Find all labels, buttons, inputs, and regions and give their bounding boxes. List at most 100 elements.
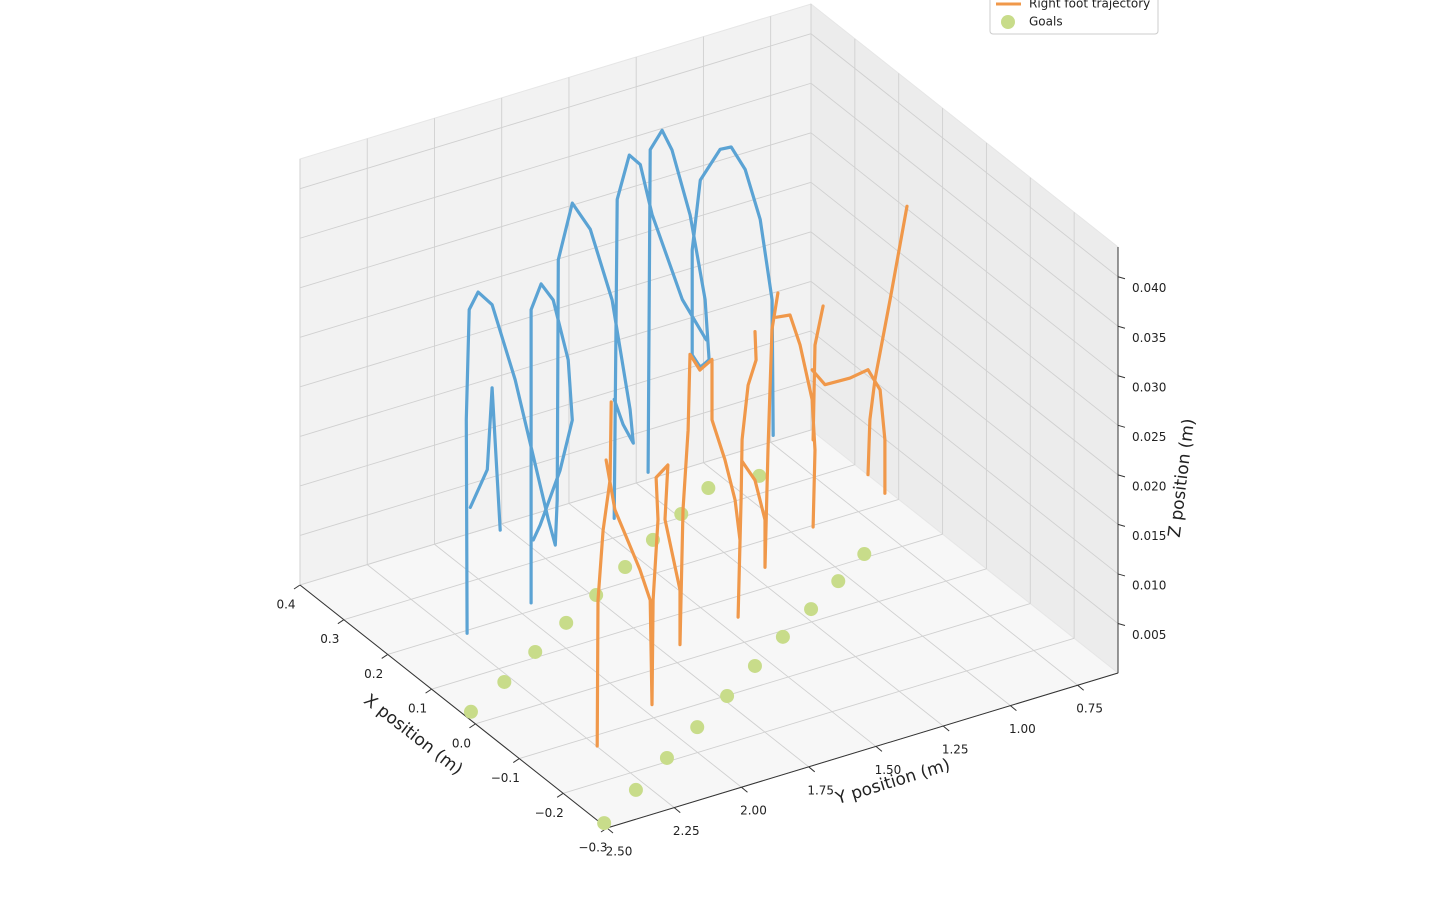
grid-line <box>810 33 1119 278</box>
grid-line <box>810 231 1119 476</box>
tick-mark <box>381 654 388 659</box>
grid-line <box>434 543 742 788</box>
y-tick-label: 1.75 <box>807 783 834 797</box>
goal-point <box>559 615 574 630</box>
y-tick-label: 2.00 <box>740 804 767 818</box>
grid-line <box>431 533 943 690</box>
z-tick-label: 0.025 <box>1132 430 1166 444</box>
goal-point <box>747 658 762 673</box>
z-tick-label: 0.010 <box>1132 578 1166 592</box>
y-tick-label: 2.25 <box>673 824 700 838</box>
tick-mark <box>293 584 301 590</box>
grid-line <box>635 482 944 727</box>
goal-point <box>857 547 872 562</box>
grid-line <box>343 464 855 621</box>
tick-mark <box>469 723 476 729</box>
goal-point <box>690 720 705 735</box>
x-tick-label: −0.2 <box>535 806 564 820</box>
grid-line <box>501 523 809 768</box>
goal-point <box>463 704 478 719</box>
grid-line <box>810 132 1119 377</box>
goal-point <box>597 816 612 831</box>
y-tick-label: 1.50 <box>875 763 902 777</box>
x-tick-label: −0.3 <box>578 841 607 855</box>
grid-line <box>299 181 812 338</box>
tick-mark <box>875 746 883 752</box>
tick-mark <box>1117 276 1126 280</box>
x-tick-label: 0.4 <box>276 598 295 612</box>
grid-line <box>299 132 812 289</box>
x-tick-label: 0.3 <box>320 632 339 646</box>
legend: Right foot trajectory Goals <box>989 0 1159 35</box>
goal-point <box>775 629 790 644</box>
z-tick-label: 0.015 <box>1132 529 1166 543</box>
tick-mark <box>1117 523 1126 527</box>
tick-mark <box>808 766 816 773</box>
x-tick-label: 0.2 <box>364 667 383 681</box>
trajectory-line <box>595 204 909 748</box>
z-tick-label: 0.020 <box>1132 479 1166 493</box>
y-tick-label: 1.25 <box>942 743 969 757</box>
x-tick-label: −0.1 <box>491 771 520 785</box>
x-tick-label: 0.0 <box>452 736 471 750</box>
tick-mark <box>1117 573 1126 577</box>
goal-point <box>497 674 512 689</box>
tick-mark <box>1117 474 1126 478</box>
tick-mark <box>337 619 345 625</box>
grid-line <box>299 82 812 239</box>
tick-mark <box>1117 325 1126 329</box>
legend-label: Right foot trajectory <box>1029 0 1150 11</box>
z-tick-label: 0.040 <box>1132 281 1166 295</box>
y-tick-label: 0.75 <box>1076 702 1103 716</box>
grid-line <box>703 462 1011 706</box>
tick-mark <box>1117 622 1126 626</box>
axis-line <box>299 584 608 829</box>
tick-mark <box>513 758 520 763</box>
tick-mark <box>1010 705 1017 712</box>
tick-mark <box>673 807 681 813</box>
tick-mark <box>942 725 950 732</box>
legend-label: Goals <box>1029 15 1063 29</box>
z-tick-label: 0.030 <box>1132 380 1166 394</box>
goal-point <box>618 560 633 575</box>
y-tick-label: 2.50 <box>606 845 633 859</box>
legend-box <box>989 0 1159 35</box>
trajectory-line <box>464 128 775 635</box>
goal-point <box>628 782 643 797</box>
grid-line <box>299 33 812 190</box>
goal-point <box>589 588 604 603</box>
grid-line <box>519 603 1031 760</box>
tick-mark <box>1117 375 1126 379</box>
grid-line <box>568 503 877 747</box>
goal-point <box>674 507 689 522</box>
tick-mark <box>1117 424 1126 428</box>
goal-point <box>831 574 846 589</box>
x-tick-label: 0.1 <box>408 702 427 716</box>
grid-line <box>299 380 812 536</box>
grid-line <box>810 82 1119 327</box>
tick-mark <box>741 786 748 793</box>
grid-line <box>810 380 1119 624</box>
z-axis-title: Z position (m) <box>1165 417 1199 538</box>
grid-line <box>366 564 675 808</box>
legend-swatch <box>1001 15 1015 29</box>
grid-line <box>770 441 1078 686</box>
grid-line <box>810 281 1119 525</box>
z-tick-label: 0.005 <box>1132 628 1166 642</box>
tick-mark <box>1077 684 1084 691</box>
y-tick-label: 1.00 <box>1009 722 1036 736</box>
tick-mark <box>425 688 432 694</box>
grid-line <box>475 568 987 725</box>
goal-point <box>720 689 735 704</box>
grid-line <box>810 181 1119 426</box>
grid-line <box>299 330 812 487</box>
goal-point <box>804 602 819 617</box>
axis-line <box>606 672 1119 829</box>
grid-line <box>563 637 1075 794</box>
goal-point <box>528 644 543 659</box>
goal-point <box>701 481 716 496</box>
goal-point <box>659 750 674 765</box>
grid-line <box>299 280 812 437</box>
tick-mark <box>556 792 564 798</box>
